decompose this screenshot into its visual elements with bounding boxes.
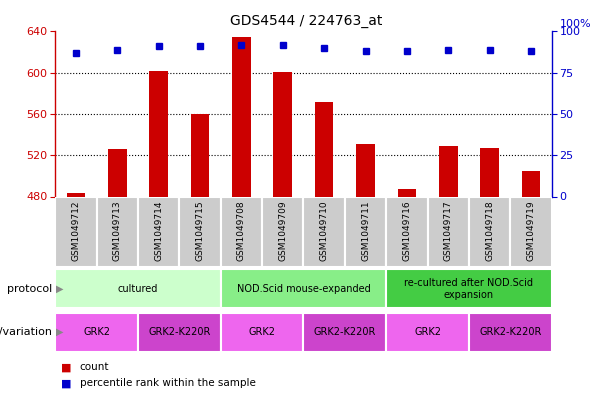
Bar [273,72,292,196]
Bar [221,196,262,267]
Bar [262,196,303,267]
Text: GRK2-K220R: GRK2-K220R [314,327,376,337]
Text: cultured: cultured [118,284,158,294]
Bar [428,196,469,267]
Bar [469,196,510,267]
Text: GSM1049715: GSM1049715 [196,200,205,261]
Bar [439,146,457,196]
Text: GSM1049711: GSM1049711 [361,200,370,261]
Bar [356,144,375,196]
Bar [303,196,345,267]
Text: GSM1049709: GSM1049709 [278,200,287,261]
Bar [386,313,469,351]
Text: GSM1049712: GSM1049712 [71,200,80,261]
Text: ■: ■ [61,378,72,388]
Text: protocol: protocol [7,284,52,294]
Text: GRK2: GRK2 [83,327,110,337]
Bar [522,171,540,196]
Text: ■: ■ [61,362,72,373]
Bar [221,270,386,308]
Bar [303,313,386,351]
Bar [96,196,138,267]
Text: GSM1049714: GSM1049714 [154,200,163,261]
Bar [150,71,168,196]
Text: GSM1049718: GSM1049718 [485,200,494,261]
Text: GRK2-K220R: GRK2-K220R [479,327,541,337]
Bar [315,101,333,196]
Bar [510,196,552,267]
Text: GSM1049716: GSM1049716 [402,200,411,261]
Bar [138,196,179,267]
Bar [481,148,499,196]
Text: genotype/variation: genotype/variation [0,327,52,337]
Text: 100%: 100% [560,18,592,29]
Text: count: count [80,362,109,373]
Text: ▶: ▶ [56,327,64,337]
Bar [179,196,221,267]
Text: GRK2: GRK2 [248,327,276,337]
Bar [191,114,209,196]
Bar [469,313,552,351]
Bar [345,196,386,267]
Text: GSM1049708: GSM1049708 [237,200,246,261]
Bar [55,196,96,267]
Text: GRK2: GRK2 [414,327,441,337]
Text: GSM1049713: GSM1049713 [113,200,122,261]
Text: percentile rank within the sample: percentile rank within the sample [80,378,256,388]
Bar [232,37,251,197]
Bar [108,149,126,196]
Bar [67,193,85,196]
Text: GSM1049717: GSM1049717 [444,200,453,261]
Bar [398,189,416,196]
Text: GSM1049719: GSM1049719 [527,200,536,261]
Bar [138,313,221,351]
Bar [221,313,303,351]
Bar [386,196,427,267]
Text: GDS4544 / 224763_at: GDS4544 / 224763_at [230,14,383,28]
Text: re-cultured after NOD.Scid
expansion: re-cultured after NOD.Scid expansion [405,278,533,299]
Text: ▶: ▶ [56,284,64,294]
Bar [55,270,221,308]
Bar [386,270,552,308]
Text: GSM1049710: GSM1049710 [319,200,329,261]
Text: NOD.Scid mouse-expanded: NOD.Scid mouse-expanded [237,284,370,294]
Bar [55,313,138,351]
Text: GRK2-K220R: GRK2-K220R [148,327,210,337]
